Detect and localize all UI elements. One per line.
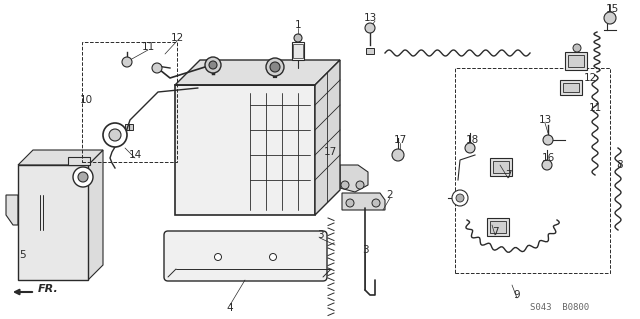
Text: FR.: FR. xyxy=(38,284,59,294)
Polygon shape xyxy=(315,60,340,215)
Bar xyxy=(493,161,509,173)
Bar xyxy=(292,42,304,60)
Bar xyxy=(82,42,177,162)
Text: 7: 7 xyxy=(492,227,499,237)
Polygon shape xyxy=(18,150,103,165)
Text: 14: 14 xyxy=(129,150,141,160)
Polygon shape xyxy=(340,165,368,192)
Circle shape xyxy=(346,199,354,207)
Text: 3: 3 xyxy=(362,245,368,255)
Text: 4: 4 xyxy=(227,303,234,313)
Circle shape xyxy=(78,172,88,182)
Circle shape xyxy=(205,57,221,73)
Text: 17: 17 xyxy=(323,147,337,157)
Bar xyxy=(565,52,587,70)
Text: 5: 5 xyxy=(19,250,26,260)
Circle shape xyxy=(456,194,464,202)
Circle shape xyxy=(294,34,302,42)
Text: 11: 11 xyxy=(588,103,602,113)
Text: 17: 17 xyxy=(394,135,406,145)
Text: S043  B0800: S043 B0800 xyxy=(530,303,589,313)
Text: 8: 8 xyxy=(617,160,623,170)
Polygon shape xyxy=(342,193,385,210)
Circle shape xyxy=(573,44,581,52)
Circle shape xyxy=(266,58,284,76)
Polygon shape xyxy=(88,150,103,280)
Bar xyxy=(490,221,506,233)
Circle shape xyxy=(152,63,162,73)
Text: 12: 12 xyxy=(584,73,596,83)
Bar xyxy=(18,165,88,280)
Bar xyxy=(293,44,303,58)
Circle shape xyxy=(392,149,404,161)
Bar xyxy=(487,218,509,236)
Text: 9: 9 xyxy=(514,290,520,300)
Polygon shape xyxy=(175,60,340,85)
Circle shape xyxy=(604,12,616,24)
Circle shape xyxy=(542,160,552,170)
Bar xyxy=(270,59,280,64)
Circle shape xyxy=(109,129,121,141)
Text: 13: 13 xyxy=(538,115,552,125)
Bar xyxy=(563,83,579,92)
Circle shape xyxy=(365,23,375,33)
Bar xyxy=(366,48,374,54)
Circle shape xyxy=(465,143,475,153)
Bar xyxy=(490,158,512,176)
Text: 3: 3 xyxy=(317,230,323,240)
Bar xyxy=(125,124,133,130)
Text: 1: 1 xyxy=(294,20,301,30)
Circle shape xyxy=(452,190,468,206)
Bar xyxy=(455,68,610,273)
Circle shape xyxy=(73,167,93,187)
Bar xyxy=(68,157,90,165)
Text: 7: 7 xyxy=(505,170,511,180)
Circle shape xyxy=(122,57,132,67)
Text: 13: 13 xyxy=(364,13,376,23)
Circle shape xyxy=(214,254,221,261)
Circle shape xyxy=(269,254,276,261)
Bar xyxy=(568,55,584,67)
Circle shape xyxy=(356,181,364,189)
FancyBboxPatch shape xyxy=(164,231,327,281)
Text: 2: 2 xyxy=(387,190,394,200)
Text: 15: 15 xyxy=(605,4,619,14)
Circle shape xyxy=(103,123,127,147)
Bar xyxy=(560,80,582,95)
Circle shape xyxy=(270,62,280,72)
Circle shape xyxy=(543,135,553,145)
Text: 11: 11 xyxy=(141,42,155,52)
Text: 18: 18 xyxy=(465,135,479,145)
Text: 10: 10 xyxy=(79,95,93,105)
Circle shape xyxy=(341,181,349,189)
Text: 12: 12 xyxy=(170,33,184,43)
Circle shape xyxy=(372,199,380,207)
Bar xyxy=(175,85,315,215)
Polygon shape xyxy=(6,195,18,225)
Text: 16: 16 xyxy=(541,153,555,163)
Circle shape xyxy=(209,61,217,69)
